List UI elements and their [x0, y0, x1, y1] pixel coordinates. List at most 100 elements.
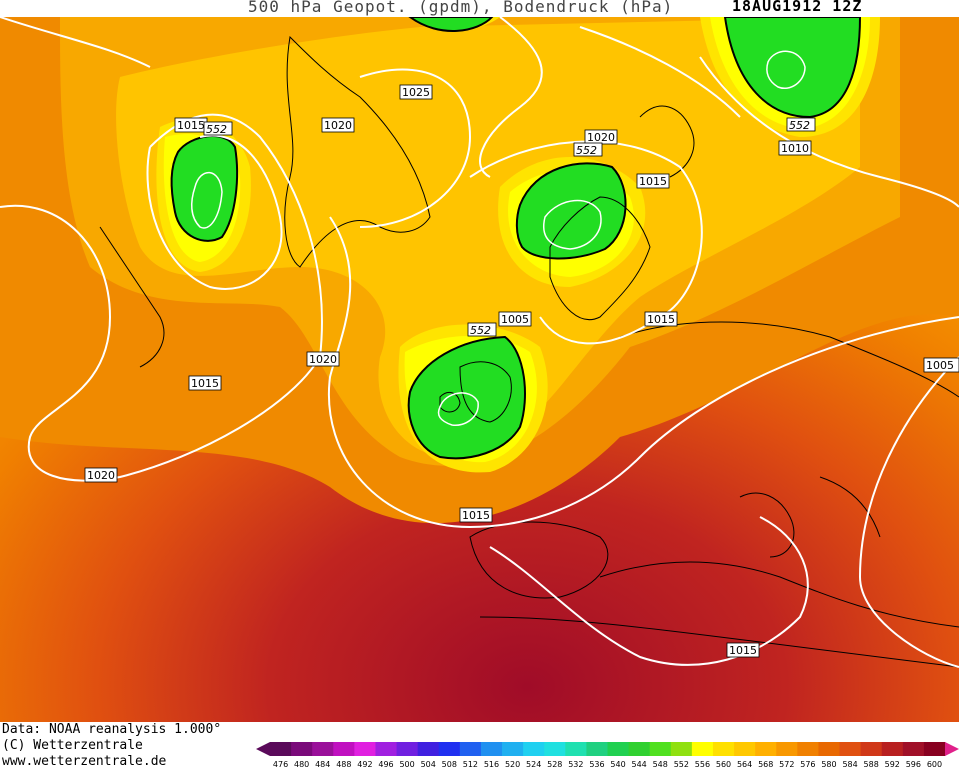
- legend-swatch: [438, 742, 461, 756]
- geopot-label: 552: [203, 121, 233, 136]
- legend-value: 596: [906, 760, 921, 769]
- data-source: Data: NOAA reanalysis 1.000°: [2, 722, 222, 737]
- low-norway-geopot: [515, 162, 627, 260]
- legend-swatch: [818, 742, 841, 756]
- svg-text:552: 552: [206, 123, 227, 136]
- legend-swatch: [691, 742, 714, 756]
- isobar-label: 1005: [923, 357, 959, 373]
- legend-swatch: [712, 742, 735, 756]
- isobar-label: 1015: [726, 642, 760, 658]
- isobar-label: 1015: [459, 507, 493, 523]
- geopot-label: 552: [467, 322, 497, 337]
- legend-value: 564: [737, 760, 752, 769]
- isobar-label: 1020: [84, 467, 118, 483]
- legend-value: 508: [442, 760, 457, 769]
- legend-swatch: [586, 742, 608, 756]
- legend-swatch: [734, 742, 756, 756]
- website: www.wetterzentrale.de: [2, 754, 167, 769]
- legend-swatch: [755, 742, 777, 756]
- legend-value: 496: [378, 760, 393, 769]
- legend-swatch: [670, 742, 693, 756]
- legend-value: 492: [357, 760, 372, 769]
- svg-text:552: 552: [470, 324, 491, 337]
- legend-swatch: [459, 742, 482, 756]
- legend-value: 524: [526, 760, 541, 769]
- weather-map: 1015 1020 1025 1020 1015 1010 1015 1020 …: [0, 17, 959, 722]
- legend-swatch: [649, 742, 672, 756]
- svg-text:1015: 1015: [177, 119, 205, 132]
- legend-value: 540: [610, 760, 625, 769]
- legend-value: 548: [653, 760, 668, 769]
- legend-value: 600: [927, 760, 942, 769]
- low-britain-geopot: [407, 335, 526, 460]
- legend-value: 476: [273, 760, 288, 769]
- legend-swatch: [354, 742, 376, 756]
- svg-text:1015: 1015: [647, 313, 675, 326]
- isobar-label: 1025: [399, 84, 433, 100]
- chart-date: 18AUG1912 12Z: [732, 0, 863, 15]
- svg-text:1015: 1015: [639, 175, 667, 188]
- legend-value: 556: [695, 760, 710, 769]
- legend-swatch: [628, 742, 651, 756]
- legend-swatch: [923, 742, 946, 756]
- svg-text:1015: 1015: [462, 509, 490, 522]
- legend-swatch: [881, 742, 904, 756]
- legend-swatch: [902, 742, 925, 756]
- band-amber: [116, 17, 860, 459]
- legend-arrow-left: [256, 742, 270, 756]
- svg-text:1020: 1020: [309, 353, 337, 366]
- svg-text:1010: 1010: [781, 142, 809, 155]
- legend-value: 544: [632, 760, 647, 769]
- svg-text:552: 552: [576, 144, 597, 157]
- legend-value: 568: [758, 760, 773, 769]
- legend-swatch: [776, 742, 798, 756]
- svg-text:1020: 1020: [324, 119, 352, 132]
- geopot-contours: [190, 50, 806, 426]
- legend-value: 480: [294, 760, 309, 769]
- isobar-label: 1015: [188, 375, 222, 391]
- chart-title: 500 hPa Geopot. (gpdm), Bodendruck (hPa): [248, 0, 674, 16]
- svg-text:1005: 1005: [501, 313, 529, 326]
- legend-swatch: [839, 742, 862, 756]
- isobar-label: 1010: [778, 140, 812, 156]
- legend-value: 504: [421, 760, 436, 769]
- band-pale-yellow: [163, 17, 871, 463]
- legend-value: 572: [779, 760, 794, 769]
- legend-swatch: [312, 742, 334, 756]
- isobar-label: 1015: [644, 311, 678, 327]
- svg-text:1015: 1015: [191, 377, 219, 390]
- legend-value: 576: [800, 760, 815, 769]
- geopot-label: 552: [573, 142, 603, 157]
- legend-swatch: [860, 742, 883, 756]
- legend-value: 488: [336, 760, 351, 769]
- legend-swatch: [565, 742, 587, 756]
- legend-swatch: [375, 742, 398, 756]
- legend-value: 588: [864, 760, 879, 769]
- low-greenland-geopot: [408, 17, 494, 32]
- legend-swatch: [544, 742, 566, 756]
- legend-value: 516: [484, 760, 499, 769]
- legend-value: 512: [463, 760, 478, 769]
- color-legend: 476 480 484 488 492 496 500 504 508 512 516 520 524 5…: [256, 742, 959, 769]
- svg-text:1025: 1025: [402, 86, 430, 99]
- copyright: (C) Wetterzentrale: [2, 738, 143, 753]
- svg-text:1020: 1020: [87, 469, 115, 482]
- legend-value: 484: [315, 760, 330, 769]
- geopot-label: 552: [786, 117, 816, 132]
- legend-arrow-right: [945, 742, 959, 756]
- legend-swatch: [333, 742, 355, 756]
- map-title: 500 hPa Geopot. (gpdm), Bodendruck (hPa)…: [0, 0, 959, 18]
- isobar-label: 1015: [636, 173, 670, 189]
- legend-value: 528: [547, 760, 562, 769]
- legend-swatch: [523, 742, 545, 756]
- isobar-label: 1020: [584, 129, 618, 145]
- svg-text:1005: 1005: [926, 359, 954, 372]
- legend-value: 520: [505, 760, 520, 769]
- legend-value: 532: [568, 760, 583, 769]
- isobar-label: 1005: [498, 311, 532, 327]
- legend-value: 560: [716, 760, 731, 769]
- legend-swatch: [396, 742, 419, 756]
- legend-swatch: [502, 742, 524, 756]
- legend-value: 584: [842, 760, 857, 769]
- low-canada-geopot: [170, 135, 239, 242]
